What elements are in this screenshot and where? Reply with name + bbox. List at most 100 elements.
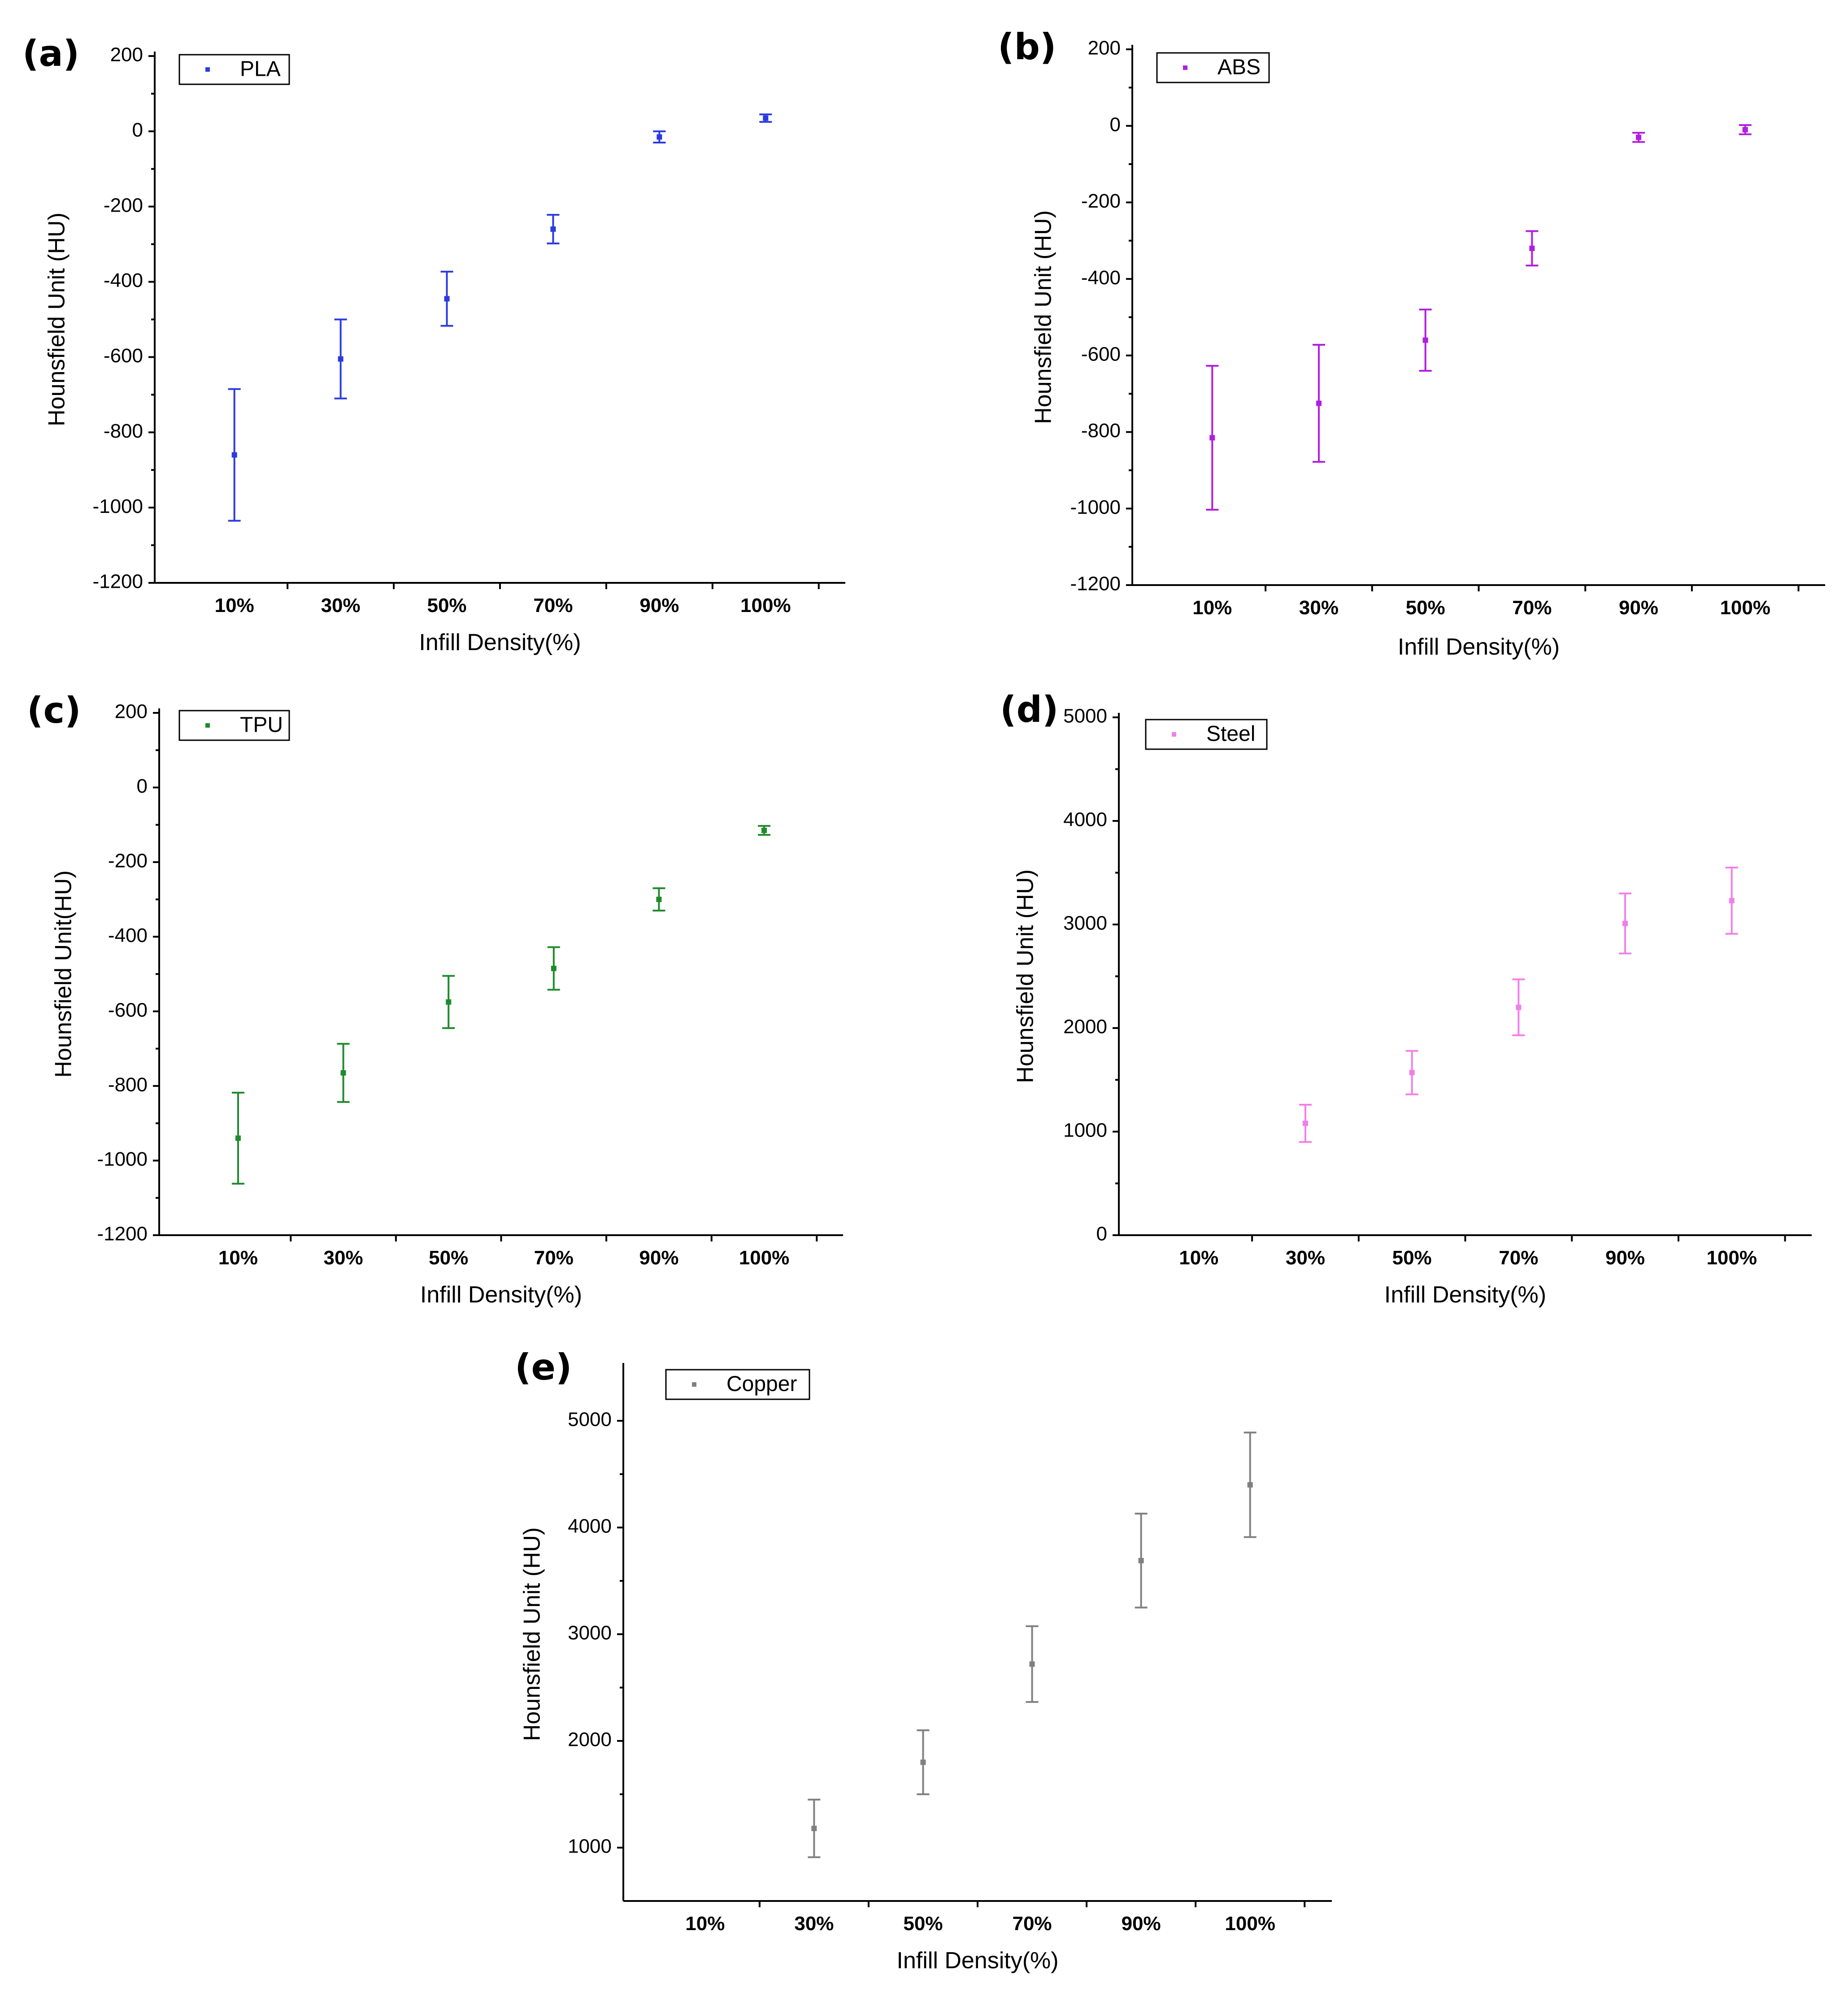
panel-label: (c) xyxy=(27,690,81,731)
data-point xyxy=(657,134,662,140)
y-tick-label: 200 xyxy=(110,44,143,66)
x-tick-label: 50% xyxy=(427,595,466,616)
y-axis-title: Hounsfield Unit (HU) xyxy=(519,1528,545,1741)
y-tick-label: -1000 xyxy=(97,1148,148,1170)
x-axis-title: Infill Density(%) xyxy=(420,1282,582,1308)
x-tick-label: 90% xyxy=(639,595,679,616)
y-tick-label: -800 xyxy=(104,420,143,442)
data-point xyxy=(1729,898,1735,903)
y-tick-label: -400 xyxy=(1081,267,1121,289)
x-axis-title: Infill Density(%) xyxy=(896,1948,1058,1974)
legend-marker xyxy=(205,67,210,72)
x-tick-label: 70% xyxy=(534,1247,574,1269)
data-point xyxy=(551,966,557,972)
data-point xyxy=(1209,435,1215,441)
chart-panel: (d) 0 1000 2000 3000 4000 5000 10% 30% 50% 70% 90% 1… xyxy=(1000,689,1812,1308)
y-tick-label: 200 xyxy=(115,701,148,723)
legend-label: PLA xyxy=(240,57,281,81)
y-tick-label: 200 xyxy=(1088,37,1121,59)
y-tick-label: -200 xyxy=(104,194,143,216)
data-point xyxy=(1316,400,1322,406)
panel-label: (b) xyxy=(998,26,1056,68)
data-point xyxy=(763,115,769,121)
data-point xyxy=(444,296,450,302)
x-tick-label: 100% xyxy=(1720,597,1770,619)
data-point xyxy=(1422,337,1428,343)
y-tick-label: 5000 xyxy=(568,1409,612,1431)
y-tick-label: 0 xyxy=(1096,1223,1107,1245)
y-tick-label: -800 xyxy=(1081,420,1121,442)
x-tick-label: 100% xyxy=(739,1247,790,1269)
data-point xyxy=(1409,1070,1415,1076)
y-tick-label: 1000 xyxy=(568,1836,612,1857)
y-tick-label: 0 xyxy=(137,775,148,797)
chart-panel: (c) -1200 -1000 -800 -600 -400 -200 0 200 10% 30% 5… xyxy=(27,690,843,1308)
chart-panel: (e) 1000 2000 3000 4000 5000 10% 30% 50% 70% 90% 10… xyxy=(515,1346,1332,1974)
legend-box xyxy=(1145,719,1268,750)
data-point xyxy=(811,1826,817,1831)
data-point xyxy=(235,1135,241,1141)
x-tick-label: 10% xyxy=(215,595,254,616)
x-tick-label: 10% xyxy=(1192,597,1232,619)
x-tick-label: 10% xyxy=(218,1247,258,1269)
y-tick-label: -1000 xyxy=(1070,496,1121,518)
y-tick-label: -600 xyxy=(104,345,143,367)
x-tick-label: 70% xyxy=(1512,597,1552,619)
data-point xyxy=(1529,245,1535,251)
x-axis-title: Infill Density(%) xyxy=(1398,634,1560,660)
x-tick-label: 70% xyxy=(533,595,573,616)
y-tick-label: 4000 xyxy=(568,1515,612,1537)
x-tick-label: 90% xyxy=(639,1247,678,1269)
y-tick-label: 0 xyxy=(132,119,143,141)
panel-label: (d) xyxy=(1000,689,1058,730)
y-tick-label: 2000 xyxy=(1063,1016,1107,1038)
data-point xyxy=(446,999,452,1005)
x-axis-title: Infill Density(%) xyxy=(1384,1282,1546,1308)
data-point xyxy=(761,828,767,833)
y-tick-label: -600 xyxy=(1081,343,1121,365)
y-tick-label: -1200 xyxy=(1070,573,1121,595)
x-tick-label: 70% xyxy=(1499,1247,1538,1269)
y-tick-label: -400 xyxy=(104,269,143,291)
y-axis-title: Hounsfield Unit (HU) xyxy=(44,213,70,426)
data-point xyxy=(1138,1558,1144,1563)
data-point xyxy=(231,452,237,458)
y-tick-label: -200 xyxy=(1081,190,1121,212)
x-axis-title: Infill Density(%) xyxy=(419,629,581,655)
y-axis-title: Hounsfield Unit (HU) xyxy=(1031,210,1057,424)
panel-label: (a) xyxy=(22,33,79,74)
data-point xyxy=(1636,135,1642,140)
x-tick-label: 50% xyxy=(429,1247,468,1269)
x-tick-label: 50% xyxy=(1406,597,1445,619)
y-tick-label: -1200 xyxy=(92,571,143,593)
y-tick-label: 1000 xyxy=(1063,1120,1107,1141)
legend-marker xyxy=(1172,732,1176,737)
x-tick-label: 90% xyxy=(1605,1247,1645,1269)
x-tick-label: 90% xyxy=(1122,1913,1161,1935)
y-tick-label: -1200 xyxy=(97,1223,148,1245)
data-point xyxy=(1516,1004,1522,1010)
chart-panel: (b) -1200 -1000 -800 -600 -400 -200 0 200 10% 30% 5… xyxy=(998,26,1825,660)
data-point xyxy=(920,1759,926,1765)
legend-label: Copper xyxy=(726,1372,797,1396)
y-tick-label: 3000 xyxy=(568,1622,612,1644)
data-point xyxy=(340,1070,346,1076)
x-tick-label: 90% xyxy=(1619,597,1658,619)
y-tick-label: -800 xyxy=(108,1074,148,1096)
y-axis-title: Hounsfield Unit (HU) xyxy=(1013,869,1039,1083)
data-point xyxy=(338,356,344,362)
legend-label: TPU xyxy=(240,713,283,737)
y-tick-label: -600 xyxy=(108,999,148,1021)
y-tick-label: 5000 xyxy=(1063,705,1107,727)
y-tick-label: -200 xyxy=(108,850,148,872)
data-point xyxy=(550,226,556,232)
legend-box xyxy=(1156,52,1270,83)
x-tick-label: 30% xyxy=(1299,597,1339,619)
legend-label: Steel xyxy=(1206,722,1255,746)
y-tick-label: 4000 xyxy=(1063,809,1107,831)
panel-label: (e) xyxy=(515,1346,572,1388)
x-tick-label: 100% xyxy=(740,595,791,616)
data-point xyxy=(1302,1120,1308,1126)
